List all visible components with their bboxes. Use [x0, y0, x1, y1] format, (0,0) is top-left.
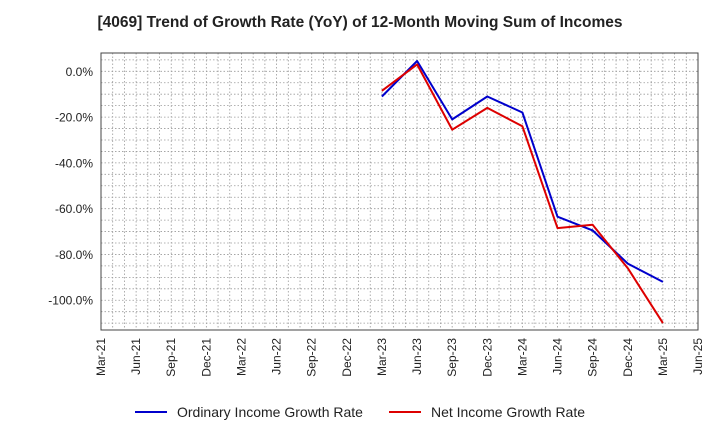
plot-area [101, 53, 698, 330]
x-tick-label: Dec-22 [340, 338, 354, 377]
x-tick-label: Mar-25 [656, 338, 670, 376]
legend: Ordinary Income Growth Rate Net Income G… [0, 404, 720, 420]
x-tick-label: Jun-24 [551, 338, 565, 375]
x-tick-label: Sep-21 [164, 338, 178, 377]
x-tick-label: Sep-24 [586, 338, 600, 377]
y-tick-label: -40.0% [55, 156, 93, 170]
x-tick-label: Dec-23 [480, 338, 494, 377]
x-tick-label: Jun-22 [270, 338, 284, 375]
x-tick-label: Dec-21 [199, 338, 213, 377]
y-tick-label: -100.0% [48, 294, 93, 308]
legend-swatch-ordinary [134, 411, 167, 413]
x-tick-label: Mar-21 [94, 338, 108, 376]
x-tick-label: Sep-22 [305, 338, 319, 377]
legend-item-net: Net Income Growth Rate [388, 404, 586, 420]
x-tick-label: Mar-23 [375, 338, 389, 376]
x-tick-label: Sep-23 [445, 338, 459, 377]
y-tick-label: -80.0% [55, 248, 93, 262]
y-tick-label: -60.0% [55, 202, 93, 216]
x-tick-label: Mar-24 [515, 338, 529, 376]
y-tick-label: -20.0% [55, 111, 93, 125]
x-tick-label: Jun-23 [410, 338, 424, 375]
y-tick-label: 0.0% [66, 65, 94, 79]
x-tick-label: Jun-25 [691, 338, 705, 375]
legend-label-ordinary: Ordinary Income Growth Rate [176, 404, 363, 420]
legend-swatch-net [388, 411, 421, 413]
legend-item-ordinary: Ordinary Income Growth Rate [134, 404, 363, 420]
x-tick-label: Jun-21 [129, 338, 143, 375]
plot-border [100, 52, 699, 331]
legend-label-net: Net Income Growth Rate [430, 404, 586, 420]
x-tick-label: Dec-24 [621, 338, 635, 377]
x-tick-label: Mar-22 [234, 338, 248, 376]
chart-title: [4069] Trend of Growth Rate (YoY) of 12-… [97, 14, 623, 31]
